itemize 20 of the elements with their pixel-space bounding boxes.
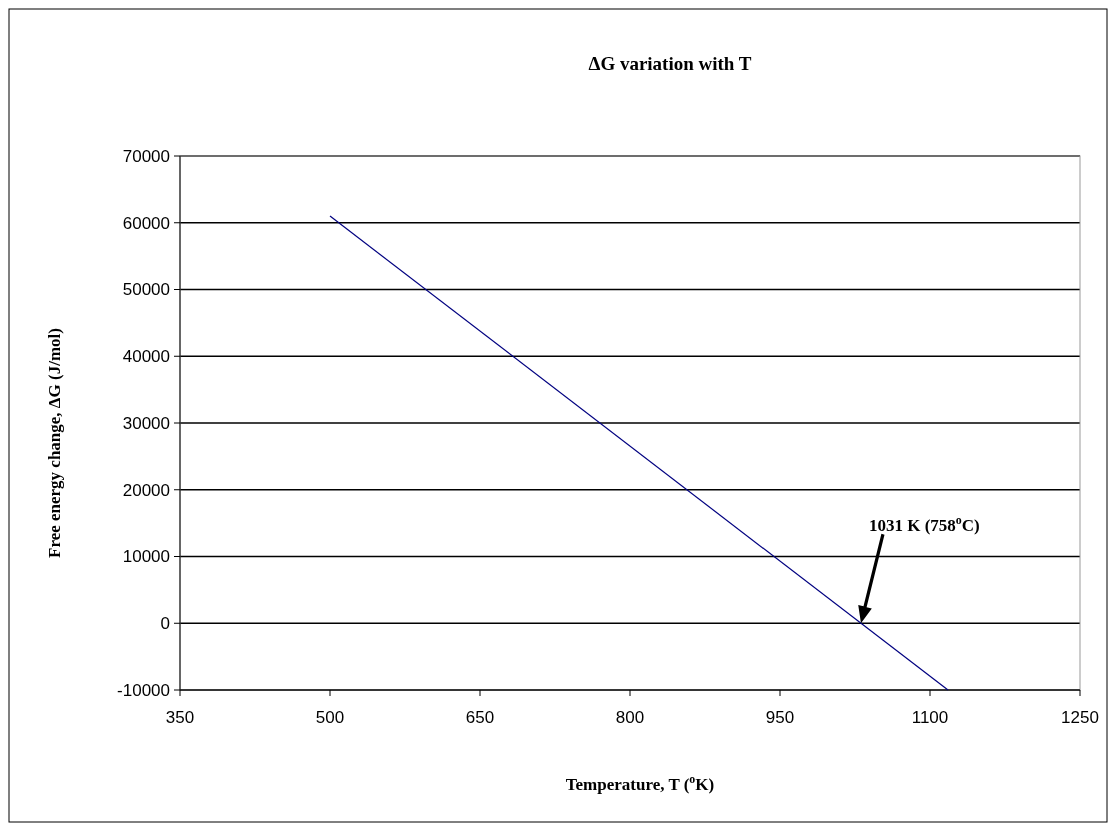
y-axis-title: Free energy change, ΔG (J/mol) [45, 328, 64, 558]
y-tick-label: 50000 [122, 280, 170, 300]
x-tick-label: 1250 [1061, 708, 1099, 727]
y-tick-label: 10000 [122, 547, 170, 567]
y-tick-label: 60000 [122, 213, 170, 233]
annotation: 1031 K (758$^{o}$C) [868, 513, 980, 536]
y-tick-label: 30000 [122, 413, 170, 433]
y-tick-label: 70000 [122, 146, 170, 166]
x-axis-title: Temperature, T ($^{o}$K) [565, 772, 715, 794]
y-tick-label: -10000 [117, 680, 170, 700]
chart-title: ΔG variation with T [588, 53, 752, 74]
x-tick-label: 650 [465, 708, 495, 727]
x-tick-label: 950 [765, 708, 795, 727]
x-tick-label: 1100 [911, 708, 949, 727]
x-tick-label: 500 [315, 708, 345, 727]
y-tick-label: 20000 [122, 480, 170, 500]
y-tick-label: 40000 [122, 347, 170, 367]
x-tick-label: 800 [615, 708, 645, 727]
y-tick-label: 0 [160, 614, 170, 634]
x-tick-label: 350 [165, 708, 195, 727]
